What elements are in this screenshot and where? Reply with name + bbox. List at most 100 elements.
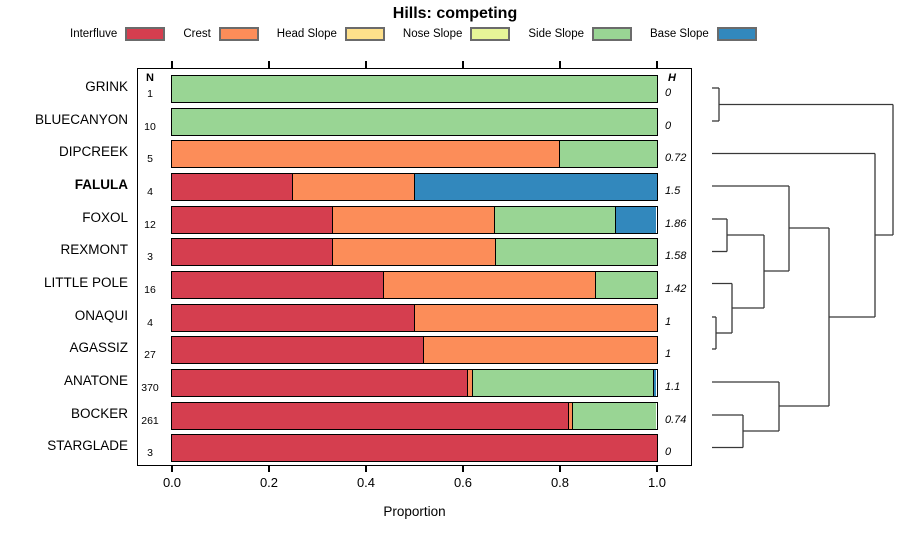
bar-segment-side-slope bbox=[558, 141, 657, 168]
h-value: 0 bbox=[665, 87, 672, 99]
bar-segment-interfluve bbox=[171, 239, 333, 266]
n-value: 3 bbox=[147, 251, 153, 264]
bar-segment-crest bbox=[567, 402, 573, 429]
legend-item-interfluve: Interfluve bbox=[70, 27, 166, 41]
bar-starglade bbox=[170, 434, 658, 463]
legend-label: Interfluve bbox=[70, 28, 118, 40]
axis-tick-top bbox=[171, 61, 173, 68]
bar-segment-base-slope bbox=[615, 206, 657, 233]
bar-segment-interfluve bbox=[171, 174, 293, 201]
chart-title: Hills: competing bbox=[392, 5, 518, 22]
h-value: 1 bbox=[665, 315, 672, 328]
h-value: 1 bbox=[665, 348, 672, 361]
row-label-starglade: STARGLADE bbox=[47, 438, 128, 454]
row-label-bluecanyon: BLUECANYON bbox=[34, 111, 128, 127]
row-label-foxol: FOXOL bbox=[82, 209, 128, 225]
row-label-rexmont: REXMONT bbox=[60, 242, 129, 258]
bar-grink bbox=[170, 75, 658, 103]
bar-anatone bbox=[170, 369, 658, 398]
n-value: 4 bbox=[147, 316, 153, 329]
bar-segment-base-slope bbox=[414, 174, 657, 201]
bar-falula bbox=[170, 173, 658, 202]
legend-item-nose-slope: Nose Slope bbox=[402, 27, 511, 41]
bar-segment-interfluve bbox=[171, 272, 383, 299]
n-value: 261 bbox=[141, 414, 159, 427]
row-label-onaqui: ONAQUI bbox=[74, 307, 128, 323]
row-label-little-pole: LITTLE POLE bbox=[43, 275, 128, 291]
n-value: 4 bbox=[147, 186, 153, 199]
legend-item-crest: Crest bbox=[183, 27, 259, 41]
bar-segment-interfluve bbox=[171, 370, 467, 397]
legend-swatch-head-slope-icon bbox=[344, 27, 385, 41]
h-value: 1.86 bbox=[665, 217, 687, 230]
h-column-header: H bbox=[668, 72, 676, 84]
h-value: 0 bbox=[665, 446, 672, 459]
bar-segment-crest bbox=[332, 239, 495, 266]
bar-onaqui bbox=[170, 303, 658, 332]
h-value: 0 bbox=[665, 119, 672, 132]
n-value: 5 bbox=[147, 153, 153, 166]
axis-tick-label: 0.8 bbox=[550, 475, 570, 490]
bar-segment-interfluve bbox=[171, 337, 423, 364]
bar-segment-side-slope bbox=[171, 76, 657, 102]
axis-tick-bottom bbox=[462, 465, 464, 472]
bar-little-pole bbox=[170, 271, 658, 300]
axis-tick-top bbox=[268, 61, 270, 68]
bar-segment-side-slope bbox=[493, 206, 615, 233]
axis-tick-bottom bbox=[656, 465, 658, 472]
bar-segment-crest bbox=[332, 206, 494, 233]
legend-label: Side Slope bbox=[528, 28, 584, 40]
n-value: 16 bbox=[144, 284, 156, 297]
bar-bocker bbox=[170, 401, 658, 430]
axis-tick-bottom bbox=[171, 465, 173, 472]
bar-segment-interfluve bbox=[171, 206, 332, 233]
bar-rexmont bbox=[170, 238, 658, 267]
row-label-bocker: BOCKER bbox=[70, 405, 128, 421]
legend-label: Nose Slope bbox=[402, 28, 463, 40]
bar-segment-side-slope bbox=[171, 108, 657, 135]
axis-tick-top bbox=[462, 61, 464, 68]
legend-label: Crest bbox=[183, 28, 211, 40]
bar-agassiz bbox=[170, 336, 658, 365]
legend-label: Head Slope bbox=[276, 28, 337, 40]
row-label-anatone: ANATONE bbox=[63, 373, 128, 389]
bar-segment-crest bbox=[413, 304, 657, 331]
row-label-grink: GRINK bbox=[85, 79, 128, 94]
row-label-falula: FALULA bbox=[74, 177, 128, 193]
legend-item-side-slope: Side Slope bbox=[528, 27, 632, 41]
axis-tick-label: 0.2 bbox=[259, 475, 279, 490]
axis-tick-bottom bbox=[559, 465, 561, 472]
axis-tick-label: 1.0 bbox=[647, 475, 667, 490]
h-value: 1.58 bbox=[665, 250, 687, 263]
row-label-agassiz: AGASSIZ bbox=[69, 340, 128, 356]
row-label-dipcreek: DIPCREEK bbox=[58, 144, 128, 160]
n-value: 370 bbox=[141, 382, 159, 395]
legend-swatch-crest-icon bbox=[218, 27, 259, 41]
legend-label: Base Slope bbox=[650, 28, 709, 40]
axis-tick-top bbox=[559, 61, 561, 68]
n-column-header: N bbox=[146, 72, 154, 84]
axis-tick-label: 0.6 bbox=[453, 475, 473, 490]
bar-bluecanyon bbox=[170, 107, 658, 136]
legend-swatch-nose-slope-icon bbox=[470, 27, 511, 41]
legend-swatch-interfluve-icon bbox=[125, 27, 166, 41]
bar-segment-base-slope bbox=[652, 370, 657, 397]
h-value: 0.72 bbox=[665, 152, 687, 165]
axis-tick-label: 0.0 bbox=[162, 475, 182, 490]
n-value: 1 bbox=[147, 88, 153, 100]
bar-foxol bbox=[170, 205, 658, 234]
bar-segment-side-slope bbox=[572, 402, 657, 429]
h-value: 1.1 bbox=[665, 381, 681, 394]
bar-segment-interfluve bbox=[171, 402, 568, 429]
x-axis-label: Proportion bbox=[383, 504, 446, 519]
h-value: 0.74 bbox=[665, 413, 687, 426]
plot-area bbox=[137, 68, 692, 466]
bar-segment-interfluve bbox=[171, 304, 414, 331]
h-value: 1.5 bbox=[665, 185, 681, 198]
bar-segment-crest bbox=[171, 141, 559, 168]
h-value: 1.42 bbox=[665, 283, 687, 296]
n-value: 10 bbox=[144, 120, 156, 133]
n-value: 3 bbox=[147, 447, 153, 460]
n-value: 27 bbox=[144, 349, 156, 362]
axis-tick-label: 0.4 bbox=[356, 475, 376, 490]
